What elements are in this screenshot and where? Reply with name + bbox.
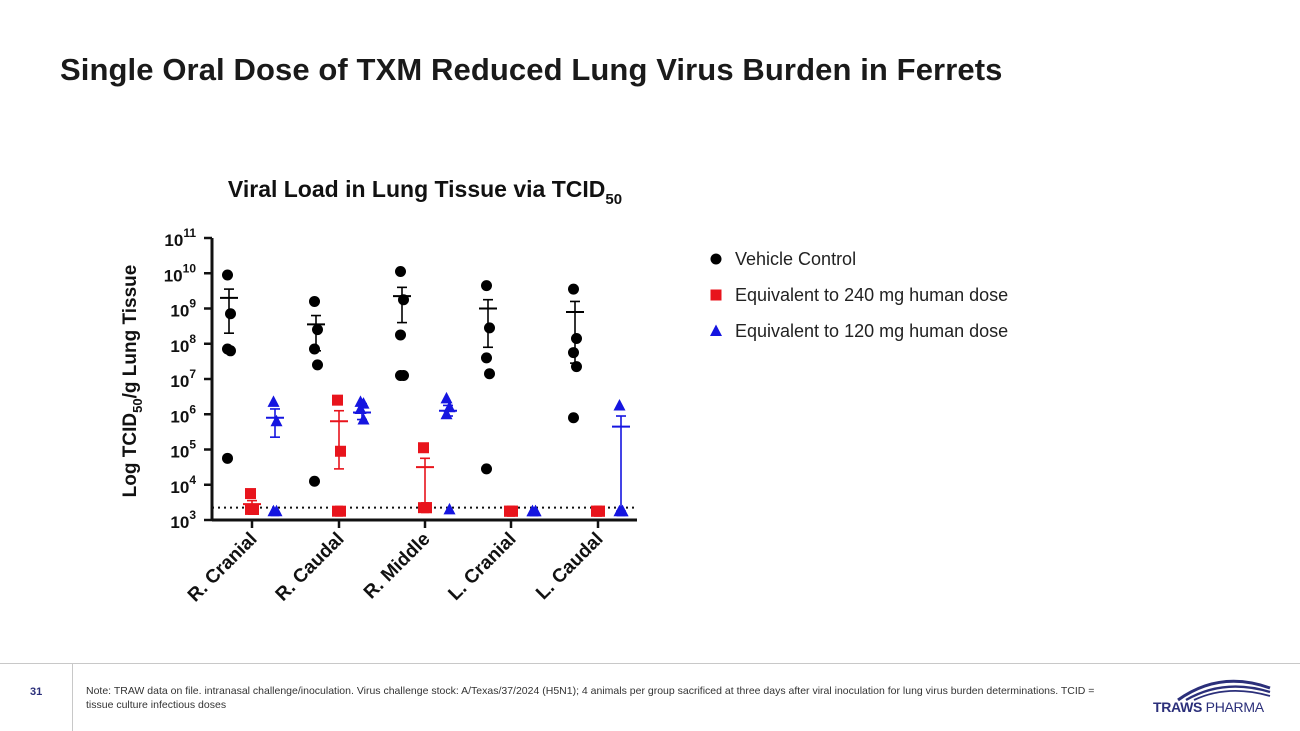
y-tick-label: 104: [170, 473, 196, 497]
footnote: Note: TRAW data on file. intranasal chal…: [86, 685, 1095, 711]
data-point: [418, 442, 429, 454]
chart-title-subscript: 50: [605, 191, 622, 208]
data-point: [568, 347, 579, 359]
data-point: [421, 502, 432, 514]
data-point: [335, 445, 346, 457]
legend: Vehicle Control Equivalent to 240 mg huma…: [710, 249, 1008, 341]
data-point: [270, 414, 283, 427]
logo-wordmark: TRAWS PHARMA: [1153, 699, 1264, 715]
data-marks: [220, 265, 630, 517]
data-point: [443, 502, 456, 515]
data-point: [440, 407, 453, 420]
data-point: [395, 329, 406, 341]
data-point: [309, 295, 320, 307]
y-tick-label: 108: [170, 332, 196, 356]
data-point: [245, 488, 256, 500]
footer-divider: [0, 663, 1300, 664]
viral-load-chart: Viral Load in Lung Tissue via TCID50 Log…: [120, 176, 1008, 607]
x-tick-label: R. Cranial: [184, 529, 262, 607]
legend-marker-2: [710, 324, 722, 336]
legend-label-0: Vehicle Control: [735, 249, 856, 269]
data-point: [267, 395, 280, 407]
data-point: [357, 413, 370, 425]
series-0: [220, 265, 584, 487]
data-point: [222, 452, 233, 464]
data-point: [507, 505, 518, 517]
chart-title: Viral Load in Lung Tissue via TCID50: [228, 176, 622, 208]
y-tick-label: 1010: [164, 261, 197, 285]
series-1: [243, 394, 605, 517]
legend-label-2: Equivalent to 120 mg human dose: [735, 321, 1008, 341]
data-point: [398, 294, 409, 306]
data-point: [484, 368, 495, 380]
y-tick-label: 107: [170, 367, 196, 391]
chart-title-main: Viral Load in Lung Tissue via TCID: [228, 176, 605, 202]
data-point: [481, 280, 492, 292]
data-point: [568, 412, 579, 424]
slide-title: Single Oral Dose of TXM Reduced Lung Vir…: [60, 52, 1003, 87]
data-point: [309, 343, 320, 355]
data-point: [481, 463, 492, 475]
data-point: [395, 369, 406, 381]
data-point: [484, 322, 495, 334]
x-tick-label: L. Caudal: [532, 529, 607, 604]
data-point: [270, 504, 283, 517]
legend-label-1: Equivalent to 240 mg human dose: [735, 285, 1008, 305]
data-point: [222, 269, 233, 281]
data-point: [225, 345, 236, 357]
y-tick-label: 103: [170, 508, 196, 532]
data-point: [312, 324, 323, 336]
traws-pharma-logo-icon: [1177, 679, 1271, 702]
logo-word-traws: TRAWS: [1153, 699, 1203, 715]
data-point: [529, 504, 542, 517]
data-point: [594, 505, 605, 517]
y-tick-label: 109: [170, 297, 196, 321]
data-point: [571, 361, 582, 373]
data-point: [354, 402, 367, 414]
x-tick-label: L. Cranial: [444, 529, 520, 605]
data-point: [332, 394, 343, 406]
legend-marker-0: [710, 253, 722, 265]
data-point: [616, 504, 629, 517]
page-number: 31: [30, 686, 43, 698]
data-point: [335, 505, 346, 517]
x-axis: R. Cranial R. Caudal R. Middle L. Cranial L.…: [184, 518, 637, 607]
data-point: [248, 503, 259, 515]
y-tick-label: 106: [170, 402, 196, 426]
data-point: [440, 391, 453, 404]
data-point: [395, 265, 406, 277]
logo-word-pharma: PHARMA: [1205, 699, 1264, 715]
data-point: [613, 398, 626, 411]
y-tick-label: 105: [170, 438, 196, 462]
legend-marker-1: [710, 289, 722, 301]
y-tick-label: 1011: [164, 226, 196, 250]
x-tick-label: R. Caudal: [272, 529, 349, 606]
data-point: [312, 359, 323, 371]
x-tick-label: R. Middle: [360, 529, 435, 604]
series-2: [266, 391, 630, 517]
data-point: [481, 352, 492, 364]
data-point: [225, 308, 236, 320]
page-number-divider: [72, 664, 73, 731]
data-point: [568, 283, 579, 295]
data-point: [309, 475, 320, 487]
y-axis-label: Log TCID50/g Lung Tissue: [120, 265, 145, 498]
y-axis: 1011 1010 109 108 107 106 105 104 103: [164, 226, 214, 532]
data-point: [571, 332, 582, 344]
